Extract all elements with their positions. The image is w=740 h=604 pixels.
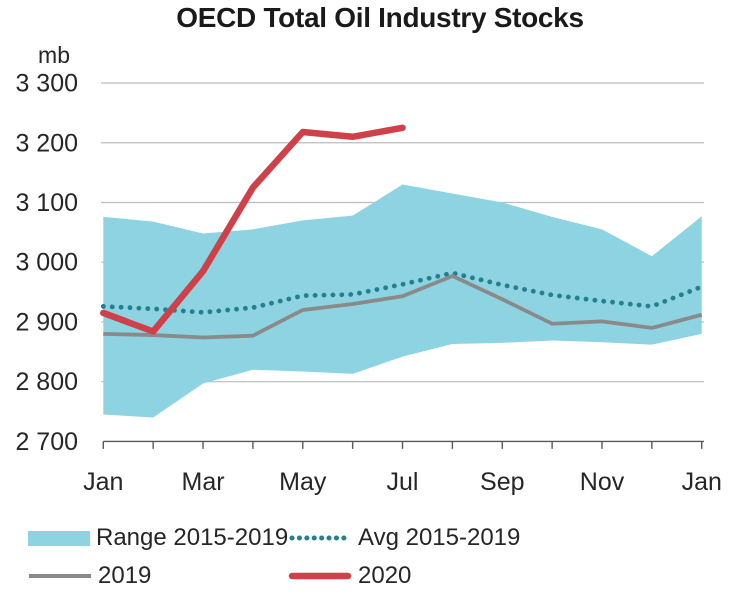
x-tick-label: Sep	[480, 468, 524, 496]
x-tick-label: Jan	[682, 468, 722, 496]
x-tick-label: May	[279, 468, 327, 496]
legend-item-range: Range 2015-2019	[28, 524, 288, 552]
x-tick-label: Mar	[182, 468, 225, 496]
legend-item-avg: Avg 2015-2019	[288, 524, 718, 552]
y-axis-unit-label: mb	[38, 42, 70, 68]
y-tick-label: 3 200	[15, 129, 78, 157]
x-tick-labels-group: Jan Mar May Jul Sep Nov Jan	[83, 468, 722, 496]
x-tick-label: Jan	[83, 468, 123, 496]
series-lines-group	[100, 124, 705, 340]
range-band-swatch	[28, 530, 90, 546]
legend-label-avg: Avg 2015-2019	[358, 524, 521, 551]
legend-item-2019: 2019	[28, 562, 288, 590]
x-tick-label: Jul	[387, 468, 419, 496]
y-tick-label: 2 700	[15, 428, 78, 456]
line-2020	[100, 124, 406, 335]
legend-label-2019: 2019	[98, 562, 152, 589]
avg-2015-2019-line	[100, 270, 705, 315]
legend: Range 2015-2019 Avg 2015-2019 2019 2020	[28, 524, 718, 590]
x-axis-group	[102, 440, 704, 449]
line-2019	[103, 274, 703, 340]
y-tick-label: 3 300	[15, 70, 78, 98]
range-band	[103, 184, 702, 418]
line-2019-swatch	[29, 574, 91, 578]
chart-title: OECD Total Oil Industry Stocks	[176, 2, 584, 33]
legend-item-2020: 2020	[288, 562, 718, 590]
range-band-group	[103, 184, 702, 418]
x-tick-label: Nov	[580, 468, 625, 496]
y-tick-labels-group: 3 300 3 200 3 100 3 000 2 900 2 800 2 700	[15, 70, 78, 456]
y-tick-label: 3 000	[15, 249, 78, 277]
legend-label-2020: 2020	[358, 562, 412, 589]
avg-dotted-line-swatch	[289, 535, 351, 541]
legend-label-range: Range 2015-2019	[96, 524, 289, 551]
y-tick-label: 2 800	[15, 368, 78, 396]
line-2020-swatch	[288, 572, 352, 580]
y-tick-label: 3 100	[15, 189, 78, 217]
y-tick-label: 2 900	[15, 308, 78, 336]
